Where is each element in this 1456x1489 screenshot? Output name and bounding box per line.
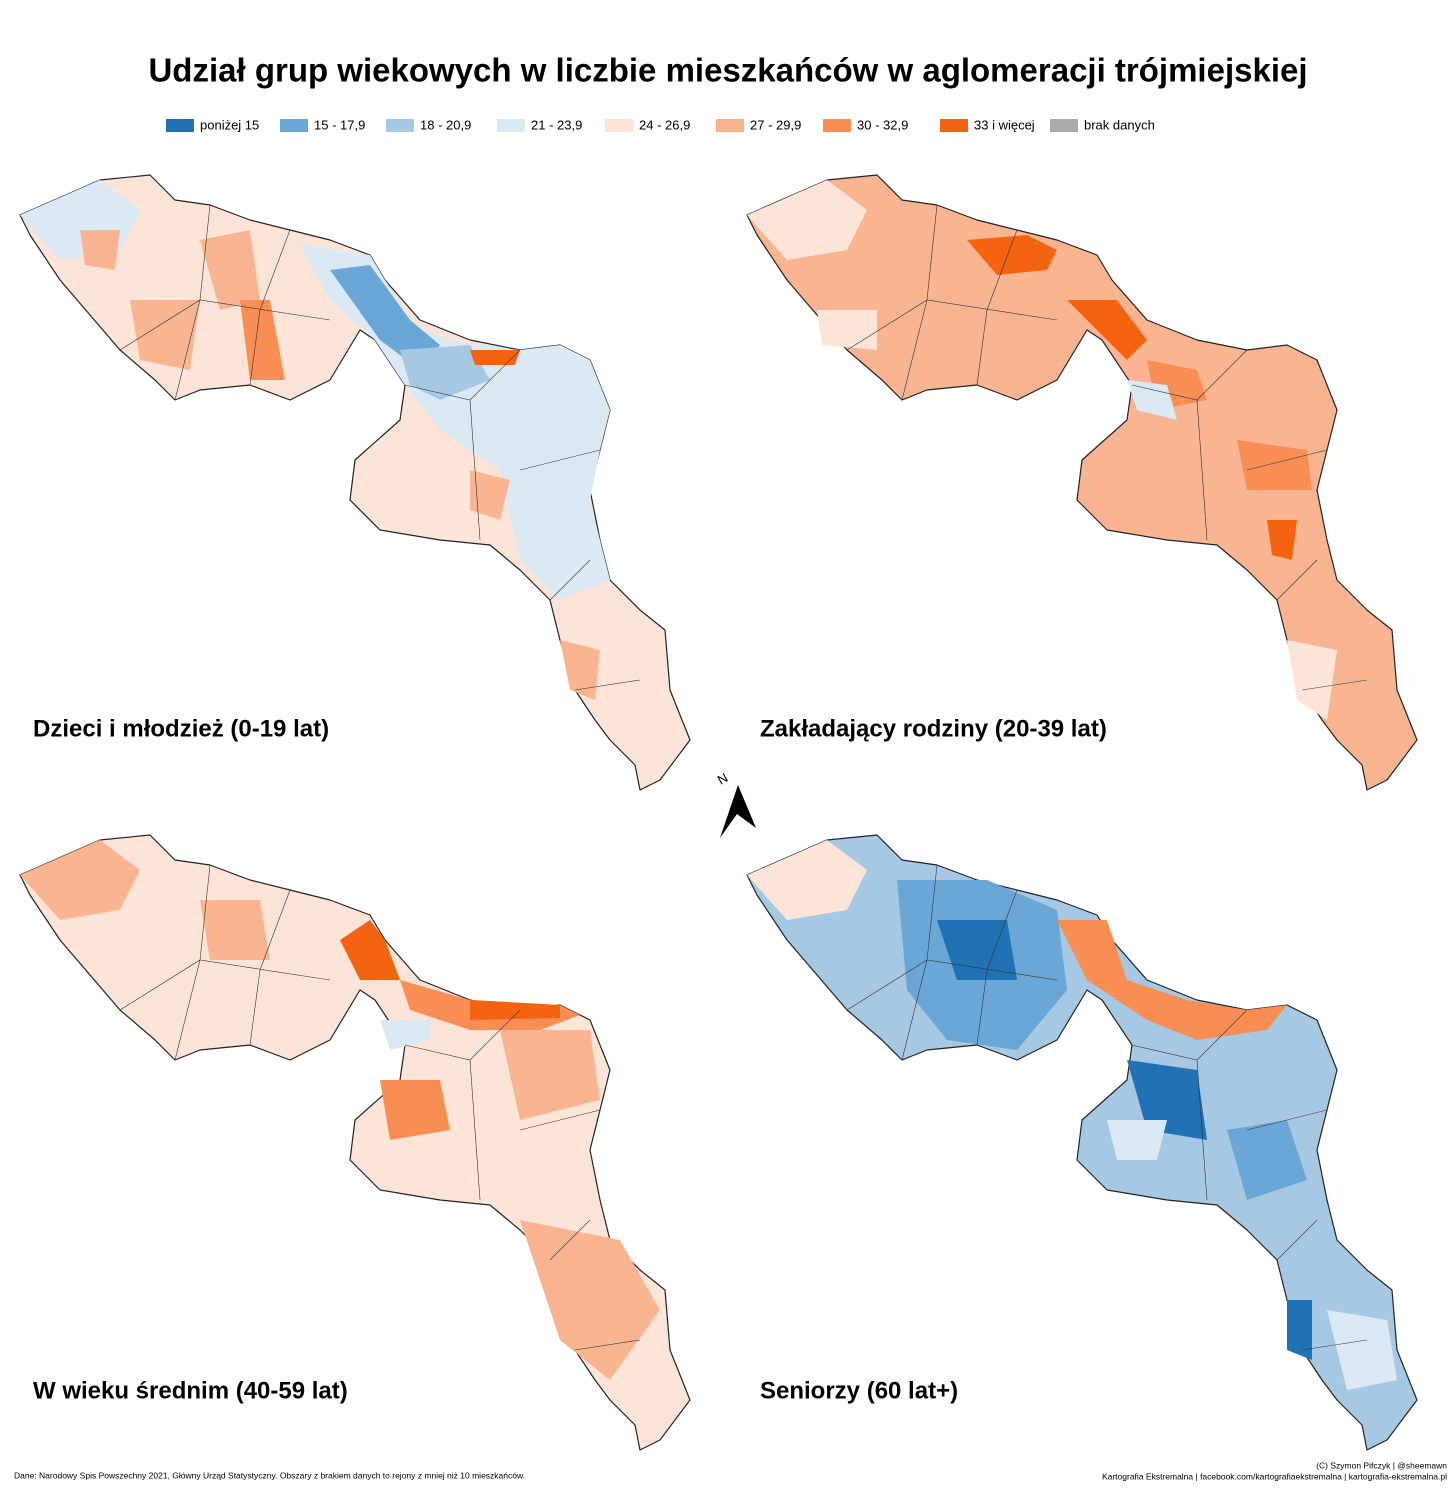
legend-swatch [166, 119, 194, 132]
panel-label: Zakładający rodziny (20-39 lat) [760, 715, 1107, 742]
legend: poniżej 15 15 - 17,9 18 - 20,9 21 - 23,9 24 … [166, 117, 1155, 132]
legend-label: 33 i więcej [974, 117, 1035, 132]
map-panel [19, 834, 691, 1451]
legend-swatch [1050, 119, 1078, 132]
source-note: Dane: Narodowy Spis Powszechny 2021, Głó… [14, 1470, 525, 1480]
legend-label: brak danych [1084, 117, 1155, 132]
legend-label: 18 - 20,9 [420, 117, 471, 132]
title: Udział grup wiekowych w liczbie mieszkań… [148, 52, 1307, 89]
legend-swatch [605, 119, 633, 132]
legend-label: 30 - 32,9 [857, 117, 908, 132]
legend-swatch [386, 119, 414, 132]
north-label: N [715, 770, 731, 788]
legend-label: 27 - 29,9 [750, 117, 801, 132]
map-panel [19, 174, 691, 791]
panel-label: W wieku średnim (40-59 lat) [33, 1377, 348, 1404]
legend-swatch [716, 119, 744, 132]
legend-label: 24 - 26,9 [639, 117, 690, 132]
legend-swatch [280, 119, 308, 132]
legend-label: 21 - 23,9 [531, 117, 582, 132]
legend-label: 15 - 17,9 [314, 117, 365, 132]
legend-swatch [940, 119, 968, 132]
credit: Kartografia Ekstremalna | facebook.com/k… [1102, 1471, 1447, 1481]
panel-label: Seniorzy (60 lat+) [760, 1377, 958, 1404]
credit: (C) Szymon Pifczyk | @sheemawn [1316, 1460, 1447, 1470]
legend-label: poniżej 15 [200, 117, 259, 132]
map-panel [746, 834, 1418, 1451]
map-panel [746, 174, 1418, 791]
legend-swatch [823, 119, 851, 132]
north-arrow [720, 785, 756, 838]
legend-swatch [497, 119, 525, 132]
panel-label: Dzieci i młodzież (0-19 lat) [33, 715, 329, 742]
